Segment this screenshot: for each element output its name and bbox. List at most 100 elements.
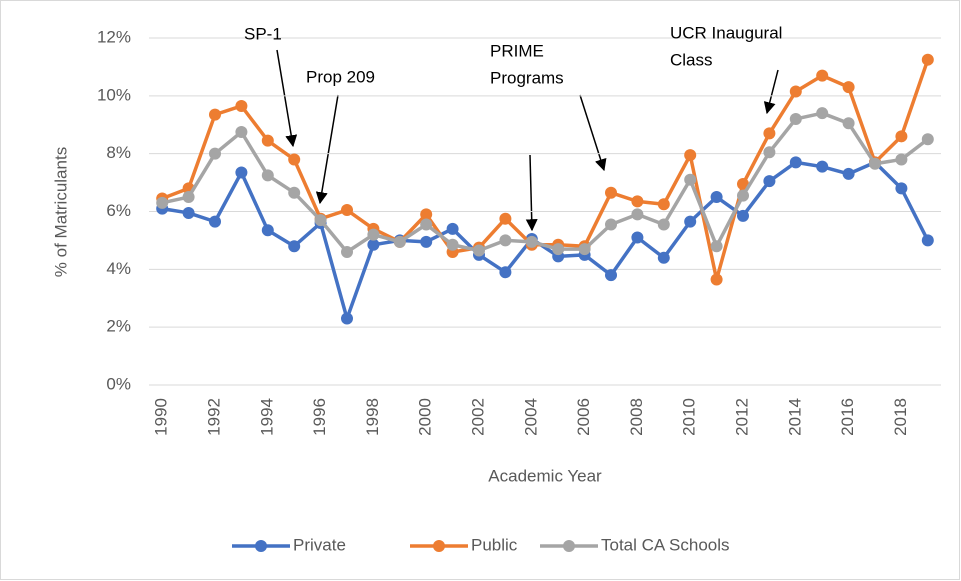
data-point [684, 149, 697, 162]
data-point [789, 156, 802, 169]
y-tick-label: 8% [106, 143, 131, 162]
data-point [182, 191, 195, 204]
legend-marker [433, 540, 445, 552]
data-point [525, 235, 538, 248]
annotation: SP-1 [244, 24, 282, 43]
data-point [921, 133, 934, 146]
y-tick-label: 12% [97, 27, 131, 46]
data-point [816, 69, 829, 82]
y-axis-title: % of Matriculants [51, 147, 70, 277]
data-point [578, 243, 591, 256]
data-point [235, 125, 248, 138]
data-point [842, 81, 855, 94]
x-tick-label: 2000 [416, 398, 435, 436]
data-point [869, 157, 881, 170]
data-point [235, 99, 248, 112]
data-point [737, 189, 749, 202]
x-tick-label: 2018 [891, 398, 910, 436]
data-point [341, 312, 353, 325]
data-point [631, 231, 644, 244]
legend-item: Public [410, 535, 518, 554]
data-point [842, 167, 855, 180]
data-point [420, 235, 433, 248]
y-tick-label: 10% [97, 85, 131, 104]
data-point [288, 240, 301, 253]
data-point [684, 215, 697, 228]
data-point [499, 266, 512, 279]
data-point [789, 112, 802, 125]
x-tick-label: 2016 [838, 398, 857, 436]
annotation: Programs [490, 68, 564, 87]
data-point [209, 147, 221, 160]
data-point [393, 235, 406, 248]
y-tick-label: 6% [106, 201, 131, 220]
data-point [182, 206, 195, 219]
annotation: Class [670, 50, 713, 69]
data-point [288, 186, 301, 199]
data-point [499, 234, 512, 247]
data-point [895, 130, 908, 143]
data-point [367, 228, 380, 241]
data-point [763, 175, 776, 188]
legend-item: Private [232, 535, 346, 554]
data-point [684, 173, 697, 186]
data-point [657, 198, 670, 211]
data-point [605, 218, 617, 231]
legend-label: Private [293, 535, 346, 554]
data-point [921, 53, 934, 66]
data-point [235, 166, 248, 179]
data-point [552, 243, 565, 256]
x-tick-label: 1994 [257, 398, 276, 436]
data-point [763, 146, 776, 159]
data-point [763, 127, 776, 140]
legend-marker [255, 540, 267, 552]
data-point [631, 195, 644, 208]
x-tick-label: 1992 [204, 398, 223, 436]
data-point [261, 134, 274, 147]
annotation: UCR Inaugural [670, 23, 782, 42]
data-point [446, 238, 459, 251]
legend-label: Total CA Schools [601, 535, 730, 554]
data-point [314, 214, 327, 227]
x-tick-label: 2008 [627, 398, 646, 436]
x-tick-label: 1996 [310, 398, 329, 436]
legend-item: Total CA Schools [540, 535, 730, 554]
data-point [816, 107, 829, 120]
legend-marker [563, 540, 575, 552]
x-tick-label: 1998 [363, 398, 382, 436]
y-tick-label: 0% [106, 374, 131, 393]
data-point [341, 204, 353, 217]
annotation: PRIME [490, 41, 544, 60]
y-tick-label: 2% [106, 317, 131, 336]
data-point [473, 244, 485, 257]
data-point [367, 238, 380, 251]
data-point [288, 153, 301, 166]
data-point [605, 269, 617, 282]
data-point [710, 191, 723, 204]
x-tick-label: 2002 [468, 398, 487, 436]
data-point [737, 178, 749, 191]
x-tick-label: 2004 [521, 398, 540, 436]
y-tick-label: 4% [106, 259, 131, 278]
data-point [895, 153, 908, 166]
data-point [420, 218, 433, 231]
data-point [605, 186, 617, 199]
data-point [816, 160, 829, 173]
data-point [710, 240, 723, 253]
x-tick-label: 2006 [574, 398, 593, 436]
annotation-arrows [276, 49, 779, 232]
x-tick-label: 1990 [152, 398, 171, 436]
data-point [737, 209, 749, 222]
annotation: Prop 209 [306, 67, 375, 86]
x-tick-label: 2012 [732, 398, 751, 436]
data-point [261, 224, 274, 237]
x-tick-label: 2010 [680, 398, 699, 436]
legend-label: Public [471, 535, 518, 554]
data-point [341, 245, 353, 258]
data-point [921, 234, 934, 247]
data-point [209, 215, 221, 228]
data-point [842, 117, 855, 130]
data-point [261, 169, 274, 182]
